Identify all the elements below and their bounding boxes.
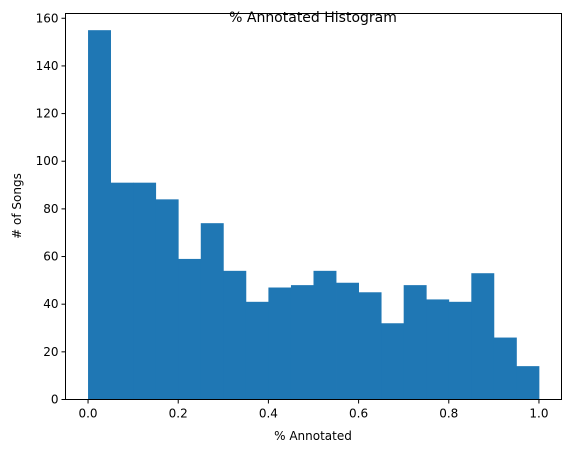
y-tick-label-8: 160 xyxy=(36,11,59,25)
x-tick-label-0: 0.0 xyxy=(78,407,97,421)
x-tick-label-1: 0.2 xyxy=(169,407,188,421)
y-tick-label-1: 20 xyxy=(43,345,58,359)
x-tick-label-4: 0.8 xyxy=(439,407,458,421)
chart-title: % Annotated Histogram xyxy=(229,10,397,26)
histogram-bar-5 xyxy=(200,223,224,400)
y-tick-label-2: 40 xyxy=(43,297,58,311)
histogram-bar-19 xyxy=(516,366,540,400)
histogram-bar-14 xyxy=(403,285,427,400)
histogram-bar-2 xyxy=(133,182,157,400)
histogram-bar-12 xyxy=(358,292,382,400)
x-axis-label: % Annotated xyxy=(274,429,352,443)
y-tick-label-6: 120 xyxy=(36,107,59,121)
histogram-bar-7 xyxy=(245,301,269,400)
histogram-bar-1 xyxy=(110,182,134,400)
histogram-bar-11 xyxy=(336,282,359,400)
y-tick-label-5: 100 xyxy=(36,154,59,168)
plot-frame xyxy=(65,13,562,400)
histogram-bar-18 xyxy=(493,337,517,400)
x-tick-label-3: 0.6 xyxy=(349,407,368,421)
x-tick-label-5: 1.0 xyxy=(529,407,548,421)
y-tick-label-7: 140 xyxy=(36,59,59,73)
histogram-bar-8 xyxy=(268,287,292,400)
y-tick-label-4: 80 xyxy=(43,202,58,216)
y-tick-label-3: 60 xyxy=(43,250,58,264)
histogram-bar-9 xyxy=(290,285,314,400)
histogram-bar-13 xyxy=(381,323,405,400)
histogram-bar-6 xyxy=(223,270,247,400)
histogram-bar-16 xyxy=(448,301,472,400)
histogram-bars xyxy=(88,30,540,400)
histogram-bar-10 xyxy=(313,270,337,400)
y-axis-label: # of Songs xyxy=(10,173,24,239)
y-axis-ticks: 0 20 40 60 80 100 120 140 160 xyxy=(36,11,66,407)
histogram-bar-3 xyxy=(155,199,179,400)
y-tick-label-0: 0 xyxy=(51,393,59,407)
histogram-bar-0 xyxy=(88,30,111,400)
histogram-bar-15 xyxy=(426,299,450,400)
histogram-bar-4 xyxy=(178,258,202,400)
x-tick-label-2: 0.4 xyxy=(259,407,278,421)
histogram-bar-17 xyxy=(471,273,495,400)
x-axis-ticks: 0.0 0.2 0.4 0.6 0.8 1.0 xyxy=(78,399,549,421)
